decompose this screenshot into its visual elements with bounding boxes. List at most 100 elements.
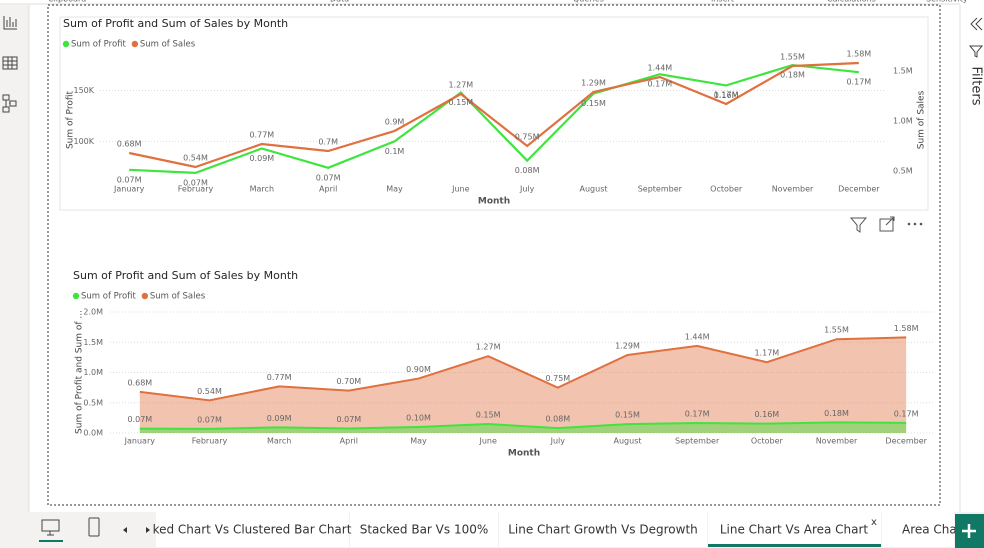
data-label: 0.75M — [515, 133, 540, 142]
x-tick-label: May — [386, 185, 403, 194]
x-tick-label: November — [772, 185, 814, 194]
tab-label[interactable]: ked Chart Vs Clustered Bar Chart — [153, 523, 352, 537]
tab[interactable] — [882, 512, 954, 547]
x-tick-label: September — [675, 437, 720, 446]
focus-mode-icon[interactable] — [879, 216, 895, 232]
data-label: 0.16M — [754, 410, 779, 419]
data-label: 1.55M — [824, 326, 849, 335]
chart-title: Sum of Profit and Sum of Sales by Month — [73, 269, 298, 282]
active-layout-indicator — [39, 540, 63, 542]
data-label: 0.15M — [581, 99, 606, 108]
data-label: 0.17M — [894, 409, 919, 418]
tab[interactable] — [708, 512, 881, 547]
x-tick-label: November — [816, 437, 858, 446]
collapse-pane-icon[interactable] — [970, 17, 983, 31]
data-label: 0.77M — [267, 373, 292, 382]
x-tick-label: September — [638, 185, 683, 194]
data-label: 0.18M — [824, 409, 849, 418]
data-label: 1.27M — [476, 343, 501, 352]
filters-icon — [968, 45, 984, 58]
x-axis-title: Month — [508, 449, 540, 459]
x-tick-label: February — [192, 437, 228, 446]
x-tick-label: December — [885, 437, 927, 446]
tab-label[interactable]: Stacked Bar Vs 100% — [360, 523, 489, 537]
report-view-icon[interactable] — [3, 16, 17, 30]
ribbon-group: Sensitivity — [926, 0, 968, 4]
legend-marker — [131, 40, 139, 48]
y-axis-title: Sum of Profit — [66, 91, 76, 150]
data-label: 0.09M — [249, 154, 274, 163]
x-tick-label: June — [478, 437, 497, 446]
next-page-button[interactable] — [146, 527, 150, 533]
x-tick-label: December — [838, 185, 880, 194]
y-tick-label: 0.5M — [83, 398, 103, 407]
series-area — [139, 422, 907, 433]
tab-label[interactable]: Line Chart Growth Vs Degrowth — [508, 523, 698, 537]
mobile-layout-icon[interactable] — [88, 517, 100, 537]
y-axis-title: Sum of Profit and Sum of ... — [75, 310, 85, 434]
ribbon-group: Queries — [573, 0, 604, 4]
model-view-icon[interactable] — [2, 94, 17, 113]
series-line — [139, 421, 907, 430]
desktop-layout-icon[interactable] — [41, 519, 60, 536]
tab[interactable] — [156, 512, 349, 547]
ribbon-group: Calculations — [827, 0, 876, 4]
data-label: 0.10M — [406, 413, 431, 422]
y-tick-label: 100K — [73, 137, 94, 146]
x-tick-label: July — [519, 185, 535, 194]
data-label: 0.9M — [385, 118, 405, 127]
x-tick-label: October — [751, 437, 784, 446]
y-tick-label: 1.0M — [83, 368, 103, 377]
data-label: 0.07M — [336, 415, 361, 424]
data-label: 1.27M — [448, 81, 473, 90]
data-label: 0.70M — [336, 377, 361, 386]
tab-close[interactable]: x — [871, 517, 877, 528]
data-label: 0.18M — [780, 71, 805, 80]
prev-page-button[interactable] — [123, 527, 127, 533]
more-options-icon[interactable] — [907, 222, 923, 226]
data-label: 0.07M — [183, 178, 208, 187]
data-label: 0.15M — [615, 411, 640, 420]
data-label: 1.44M — [647, 64, 672, 73]
data-view-icon[interactable] — [2, 56, 18, 70]
tab-label[interactable]: Line Chart Vs Area Chart — [720, 523, 869, 537]
y2-tick-label: 1.5M — [893, 67, 913, 76]
data-label: 1.55M — [780, 53, 805, 62]
data-label: 0.1M — [385, 147, 405, 156]
data-label: 0.54M — [197, 387, 222, 396]
filter-icon[interactable] — [849, 217, 868, 233]
y2-tick-label: 0.5M — [893, 167, 913, 176]
legend-label: Sum of Sales — [150, 292, 206, 302]
x-tick-label: January — [124, 437, 156, 446]
y-tick-label: 1.5M — [83, 338, 103, 347]
data-label: 0.07M — [127, 415, 152, 424]
canvas-frame — [47, 4, 941, 506]
x-tick-label: May — [410, 437, 427, 446]
data-label: 0.07M — [197, 415, 222, 424]
data-label: 0.15M — [476, 411, 501, 420]
legend-label: Sum of Profit — [81, 292, 136, 302]
add-page-icon — [962, 524, 976, 538]
x-tick-label: August — [580, 185, 608, 194]
data-label: 0.54M — [183, 154, 208, 163]
data-label: 1.29M — [581, 79, 606, 88]
legend-marker — [72, 292, 80, 300]
data-label: 0.17M — [846, 78, 871, 87]
data-label: 0.68M — [127, 378, 152, 387]
tab[interactable] — [499, 512, 707, 547]
filters-label[interactable]: Filters — [969, 67, 984, 106]
legend-label: Sum of Sales — [140, 40, 196, 50]
data-label: 0.08M — [545, 415, 570, 424]
ribbon-group: Clipboard — [48, 0, 86, 4]
x-tick-label: August — [614, 437, 642, 446]
tab[interactable] — [350, 512, 498, 547]
x-tick-label: June — [451, 185, 470, 194]
data-label: 0.16M — [714, 91, 739, 100]
data-label: 0.17M — [685, 409, 710, 418]
y2-tick-label: 1.0M — [893, 117, 913, 126]
tab-label[interactable]: Area Char — [902, 523, 962, 537]
y-tick-label: 150K — [73, 86, 94, 95]
x-tick-label: April — [319, 185, 337, 194]
